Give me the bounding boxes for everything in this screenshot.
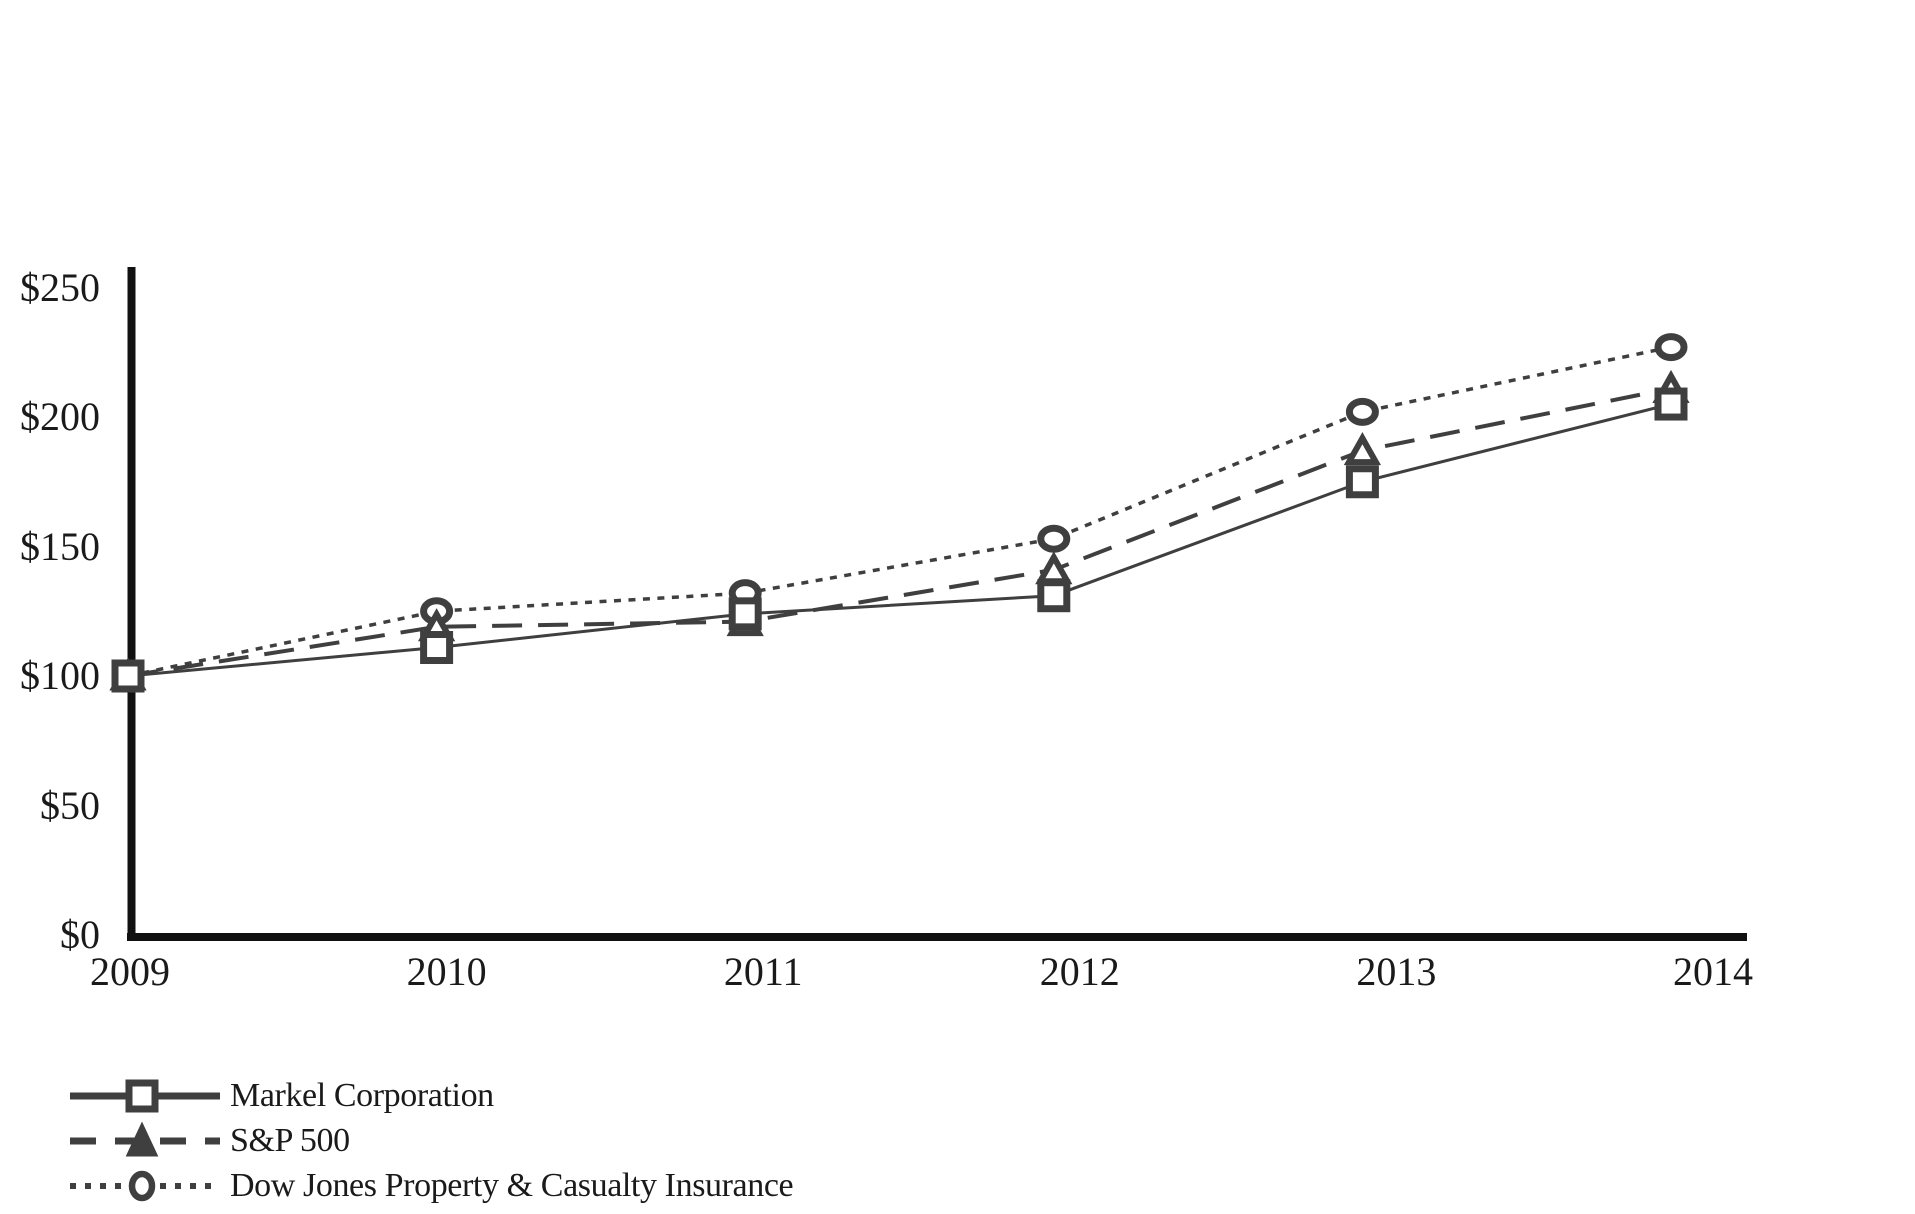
legend-item-sp-500: S&P 500 bbox=[70, 1119, 350, 1163]
marker-triangle-2012 bbox=[1035, 551, 1073, 585]
triangle-marker-icon bbox=[125, 1121, 159, 1157]
y-axis-tick-label: $200 bbox=[20, 394, 100, 439]
square-marker-icon bbox=[125, 1079, 159, 1113]
legend-item-label: Markel Corporation bbox=[230, 1077, 494, 1114]
x-axis-tick-label: 2009 bbox=[90, 949, 170, 994]
marker-circle-2013 bbox=[1345, 397, 1379, 426]
legend-item-label: S&P 500 bbox=[230, 1122, 350, 1159]
marker-square-2013 bbox=[1345, 465, 1379, 499]
legend-swatch-dotted-circle bbox=[70, 1170, 220, 1202]
marker-square-2010 bbox=[420, 631, 454, 665]
series-line-s-p-500 bbox=[127, 386, 1672, 678]
x-axis-tick-label: 2012 bbox=[1039, 949, 1120, 994]
y-axis-tick-label: $50 bbox=[40, 782, 100, 828]
marker-square-2014 bbox=[1654, 387, 1688, 421]
marker-square-2012 bbox=[1037, 579, 1071, 613]
series-line-dow-jones-property-casualty-insurance bbox=[127, 345, 1672, 678]
x-axis-tick-label: 2010 bbox=[406, 949, 487, 994]
y-axis-tick-label: $250 bbox=[20, 264, 100, 310]
x-axis-tick-label: 2013 bbox=[1356, 949, 1437, 994]
legend-swatch-dashed-triangle bbox=[70, 1121, 220, 1157]
y-axis-tick-label: $100 bbox=[20, 653, 100, 698]
series-line-markel-corporation bbox=[127, 402, 1672, 678]
legend: Markel Corporation S&P 500 Dow Jones Pro… bbox=[70, 1074, 970, 1214]
legend-item-markel-corporation: Markel Corporation bbox=[70, 1074, 494, 1118]
marker-square-2009 bbox=[111, 659, 145, 693]
legend-item-label: Dow Jones Property & Casualty Insurance bbox=[230, 1167, 794, 1204]
circle-marker-icon bbox=[128, 1170, 156, 1202]
y-axis-tick-label: $0 bbox=[60, 912, 100, 957]
x-axis-tick-label: 2011 bbox=[723, 949, 803, 994]
marker-square-2011 bbox=[728, 597, 762, 631]
marker-circle-2012 bbox=[1037, 524, 1071, 553]
legend-item-dow-jones-property-casualty-insurance: Dow Jones Property & Casualty Insurance bbox=[70, 1164, 794, 1208]
marker-triangle-2013 bbox=[1343, 432, 1382, 466]
marker-circle-2014 bbox=[1654, 333, 1688, 362]
y-axis-tick-label: $150 bbox=[20, 523, 100, 569]
x-axis-tick-label: 2014 bbox=[1673, 949, 1753, 994]
legend-swatch-solid-square bbox=[70, 1079, 220, 1113]
